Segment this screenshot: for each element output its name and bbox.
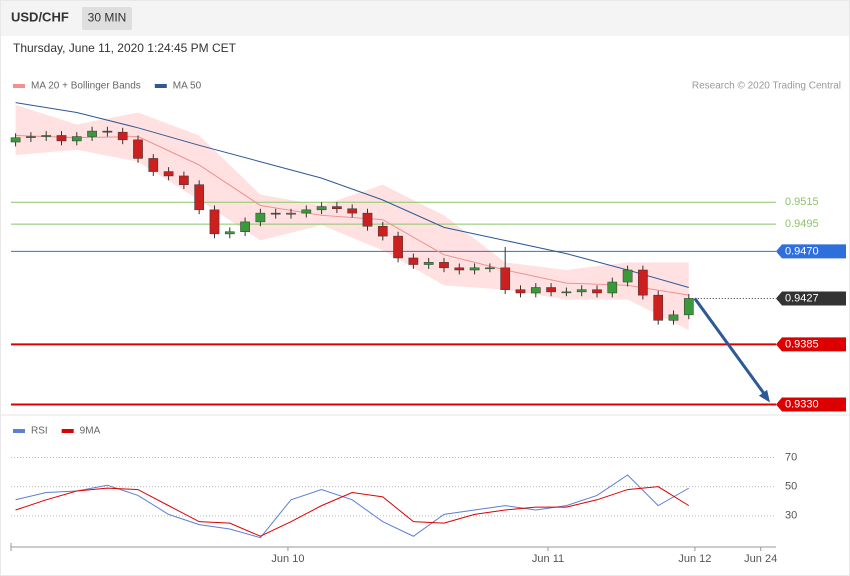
level-label: 0.9470 [785,245,819,257]
candle-body [179,175,189,185]
candle-body [286,212,296,215]
x-tick-label: Jun 10 [271,553,304,565]
level-tag [776,244,846,259]
rsi-line [15,486,690,537]
rsi-tick-label: 70 [785,451,797,463]
interval-label[interactable]: 30 MIN [88,11,127,25]
candle-body [546,287,556,293]
candle-body [301,209,312,214]
candle-body [469,267,480,271]
candle-body [41,135,52,137]
candle-body [454,267,465,271]
candle-body [485,267,495,270]
forecast-arrowhead [758,389,770,403]
candle-body [622,269,633,283]
candle-body [316,206,327,211]
level-label: 0.9385 [785,338,819,350]
rsi-tick-label: 50 [785,481,797,493]
legend-label: 9MA [80,426,101,437]
x-tick-label: Jun 11 [532,553,564,565]
x-tick-label: Jun 24 [744,553,777,565]
level-tag [776,291,846,306]
level-tag [776,337,846,352]
rsi-tick-label: 30 [785,510,797,522]
candle-body [607,281,618,294]
candle-body [638,269,648,296]
candle-body [240,221,250,232]
candle-body [102,130,113,133]
candle-body [408,257,419,265]
candle-body [592,289,602,294]
legend-swatch [61,429,74,433]
candle-body [683,298,694,316]
credit: Research © 2020 Trading Central [692,81,841,92]
candle-body [393,235,403,259]
legend-swatch [154,84,167,88]
candle-body [56,135,67,142]
candle-body [270,212,281,215]
level-tag [776,397,846,412]
candle-body [347,208,358,214]
candle-body [576,289,587,293]
candle-body [10,137,21,143]
candle-body [133,139,143,159]
candle-body [561,291,572,294]
level-label: 0.9495 [785,218,819,230]
candle-body [87,130,97,137]
legend-label: MA 50 [173,81,202,92]
interval-button[interactable] [82,7,132,30]
candle-body [26,136,36,138]
legend-swatch [13,84,25,88]
legend-swatch [13,429,25,433]
moving-average [15,134,689,296]
candle-body [500,267,511,290]
candle-body [194,184,205,211]
candle-body [423,262,434,265]
candle-body [163,171,174,177]
candle-body [148,158,159,172]
candle-body [439,262,449,269]
rsi-line [15,474,690,539]
candle-body [377,226,388,237]
level-label: 0.9330 [785,398,819,410]
candle-body [117,131,128,141]
legend-label: RSI [31,426,48,437]
candle-body [332,206,342,209]
candle-body [668,314,679,321]
forecast-arrow [693,297,766,395]
chart-title: USD/CHF [11,9,69,24]
header-bar [0,0,850,36]
candle-body [255,212,266,223]
timestamp: Thursday, June 11, 2020 1:24:45 PM CET [13,41,237,55]
x-tick-label: Jun 12 [678,553,711,565]
candle-body [653,294,664,321]
legend-label: MA 20 + Bollinger Bands [31,81,141,92]
candle-body [71,136,82,142]
level-label: 0.9515 [785,196,819,208]
candle-body [362,212,373,227]
level-label: 0.9427 [785,292,819,304]
candle-body [530,287,541,294]
candle-body [515,289,526,294]
candle-body [209,209,220,235]
moving-average [15,102,689,288]
candle-body [224,231,235,235]
